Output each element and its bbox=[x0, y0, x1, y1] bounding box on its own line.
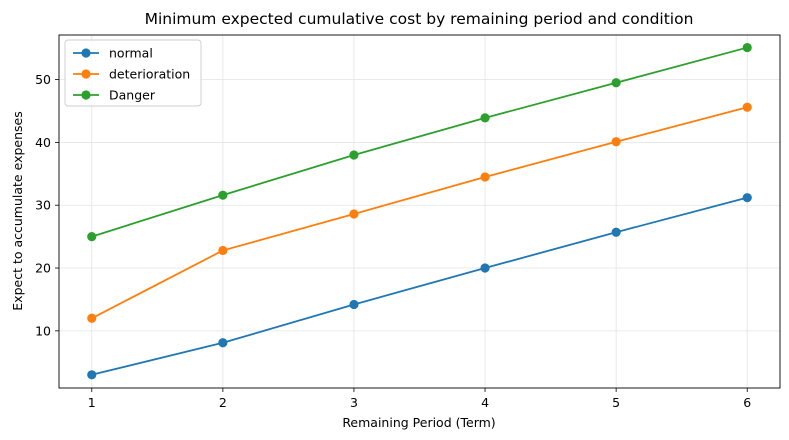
x-tick-label: 4 bbox=[481, 395, 489, 410]
legend-item: normal bbox=[73, 46, 153, 61]
y-tick-label: 10 bbox=[35, 323, 51, 338]
data-point bbox=[742, 193, 752, 203]
data-point bbox=[611, 78, 621, 88]
legend-marker bbox=[81, 90, 91, 100]
data-point bbox=[218, 338, 228, 348]
data-point bbox=[349, 299, 359, 310]
series-line bbox=[91, 106, 748, 320]
x-tick-label: 2 bbox=[219, 395, 227, 410]
data-point bbox=[87, 232, 97, 242]
x-axis-ticks: 1 2 3 4 5 6 bbox=[88, 388, 751, 410]
series-danger bbox=[87, 42, 752, 242]
series-line bbox=[91, 196, 748, 376]
x-tick-label: 6 bbox=[743, 395, 751, 410]
data-point bbox=[349, 150, 359, 160]
legend: normal deterioration Danger bbox=[64, 39, 202, 107]
legend-marker bbox=[81, 48, 91, 58]
legend-label: deterioration bbox=[109, 67, 190, 82]
series-layer bbox=[87, 42, 752, 380]
data-point bbox=[218, 245, 228, 256]
data-point bbox=[87, 313, 97, 323]
data-point bbox=[480, 113, 490, 123]
legend-item: deterioration bbox=[73, 67, 190, 82]
x-tick-label: 5 bbox=[612, 395, 620, 410]
legend-label: normal bbox=[109, 46, 153, 61]
legend-box bbox=[64, 39, 202, 107]
data-point bbox=[480, 263, 490, 273]
y-axis-ticks: 10 20 30 40 50 bbox=[35, 72, 59, 338]
plot-area bbox=[58, 34, 781, 389]
series-deterioration bbox=[87, 102, 752, 323]
y-tick-label: 40 bbox=[35, 135, 51, 150]
y-tick-label: 50 bbox=[35, 72, 51, 87]
legend-item: Danger bbox=[73, 88, 156, 103]
chart-title: Minimum expected cumulative cost by rema… bbox=[145, 10, 694, 28]
legend-label: Danger bbox=[109, 88, 156, 103]
legend-marker bbox=[81, 69, 91, 79]
y-tick-label: 30 bbox=[35, 198, 51, 213]
y-axis-label: Expect to accumulate expenses bbox=[10, 111, 25, 310]
y-tick-label: 20 bbox=[35, 261, 51, 276]
series-normal bbox=[87, 193, 752, 380]
x-axis-label: Remaining Period (Term) bbox=[342, 415, 495, 430]
x-tick-label: 1 bbox=[88, 395, 96, 410]
data-point bbox=[87, 370, 97, 380]
data-point bbox=[611, 227, 621, 237]
data-point bbox=[218, 190, 228, 200]
data-point bbox=[480, 172, 490, 182]
series-line bbox=[91, 46, 748, 238]
data-point bbox=[742, 102, 752, 112]
data-point bbox=[611, 137, 621, 147]
data-point bbox=[742, 42, 752, 53]
data-point bbox=[349, 209, 359, 219]
x-tick-label: 3 bbox=[350, 395, 358, 410]
